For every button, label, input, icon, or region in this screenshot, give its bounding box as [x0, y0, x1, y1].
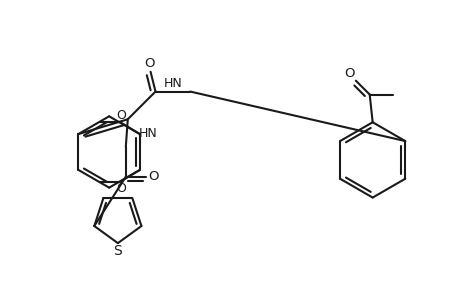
- Text: O: O: [148, 170, 158, 183]
- Text: S: S: [113, 244, 122, 258]
- Text: O: O: [344, 67, 354, 80]
- Text: O: O: [144, 57, 155, 70]
- Text: O: O: [116, 109, 126, 122]
- Text: O: O: [116, 182, 126, 195]
- Text: HN: HN: [163, 77, 182, 90]
- Text: HN: HN: [138, 127, 157, 140]
